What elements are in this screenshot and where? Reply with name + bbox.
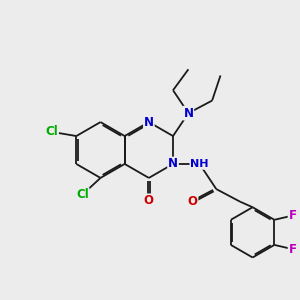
Text: F: F xyxy=(289,209,296,222)
Text: N: N xyxy=(183,106,194,120)
Text: Cl: Cl xyxy=(76,188,89,201)
Text: N: N xyxy=(168,158,178,170)
Text: O: O xyxy=(188,195,198,208)
Text: N: N xyxy=(144,116,154,129)
Text: O: O xyxy=(144,194,154,207)
Text: Cl: Cl xyxy=(45,125,58,138)
Text: F: F xyxy=(289,243,296,256)
Text: NH: NH xyxy=(190,159,209,169)
